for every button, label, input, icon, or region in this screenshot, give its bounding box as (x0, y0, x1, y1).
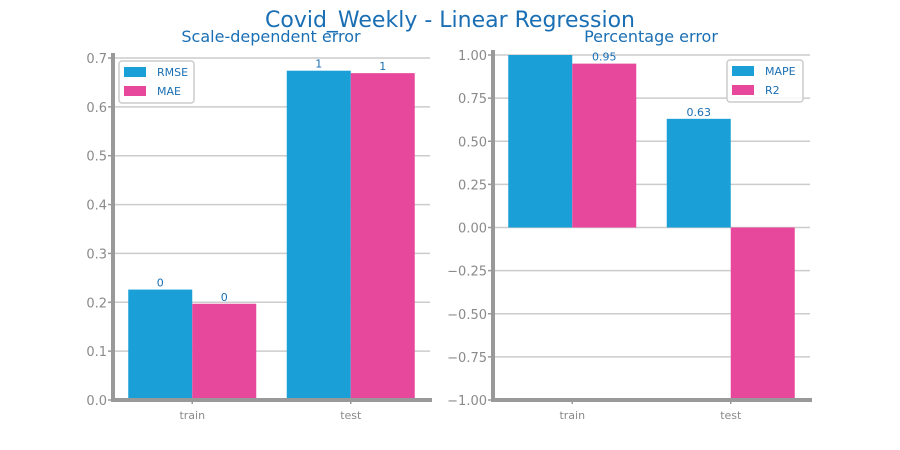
y-tick-label: −1.00 (447, 394, 487, 409)
y-tick-label: 0.1 (86, 345, 107, 360)
y-tick-label: −0.50 (447, 308, 487, 323)
data-label: 1 (379, 60, 386, 73)
y-tick-label: 0.25 (458, 178, 487, 193)
data-label: 0.95 (592, 51, 617, 64)
y-tick-label: 0.7 (86, 52, 107, 67)
y-tick-label: 0.75 (458, 92, 487, 107)
x-tick-label: train (179, 409, 205, 422)
legend-swatch (124, 67, 146, 77)
y-tick-label: 1.00 (458, 49, 487, 64)
bar-rmse-train (128, 289, 193, 400)
legend-swatch (732, 85, 754, 95)
bar-r2-test (730, 227, 795, 400)
y-tick-label: 0.0 (86, 394, 107, 409)
y-tick-label: 0.3 (86, 247, 107, 262)
bar-mape-test (666, 118, 731, 228)
legend-label: MAPE (765, 65, 796, 78)
figure-title: Covid_Weekly - Linear Regression (265, 8, 635, 33)
bar-r2-train (572, 63, 637, 228)
y-tick-label: −0.75 (447, 351, 487, 366)
bar-mae-train (192, 303, 257, 400)
y-tick-label: 0.2 (86, 296, 107, 311)
bar-rmse-test (286, 70, 351, 401)
x-tick-label: test (720, 409, 742, 422)
legend-label: R2 (765, 84, 780, 97)
percentage-error-chart: Percentage error −1.00 −0.75 −0.50 −0.25 0.00… (447, 27, 812, 422)
chart-title: Percentage error (584, 27, 718, 46)
data-label: 0.63 (687, 106, 712, 119)
y-tick-label: 0.6 (86, 101, 107, 116)
legend-label: MAE (157, 85, 181, 98)
legend-label: RMSE (157, 66, 188, 79)
data-label: 1 (315, 58, 322, 71)
y-tick-label: 0.00 (458, 222, 487, 237)
y-tick-label: 0.4 (86, 199, 107, 214)
chart-title: Scale-dependent error (181, 27, 361, 46)
y-tick-label: 0.50 (458, 135, 487, 150)
x-tick-label: test (340, 409, 362, 422)
data-label: 0 (157, 277, 164, 290)
bar-mape-train (508, 55, 573, 228)
scale-dependent-error-chart: Scale-dependent error 0.0 0.1 0.2 0.3 0.4 0.5 0… (86, 27, 432, 422)
bar-mae-test (350, 73, 415, 400)
y-tick-label: 0.5 (86, 150, 107, 165)
x-tick-label: train (559, 409, 585, 422)
y-tick-label: −0.25 (447, 265, 487, 280)
data-label: 0 (221, 291, 228, 304)
legend-swatch (732, 66, 754, 76)
legend-swatch (124, 86, 146, 96)
